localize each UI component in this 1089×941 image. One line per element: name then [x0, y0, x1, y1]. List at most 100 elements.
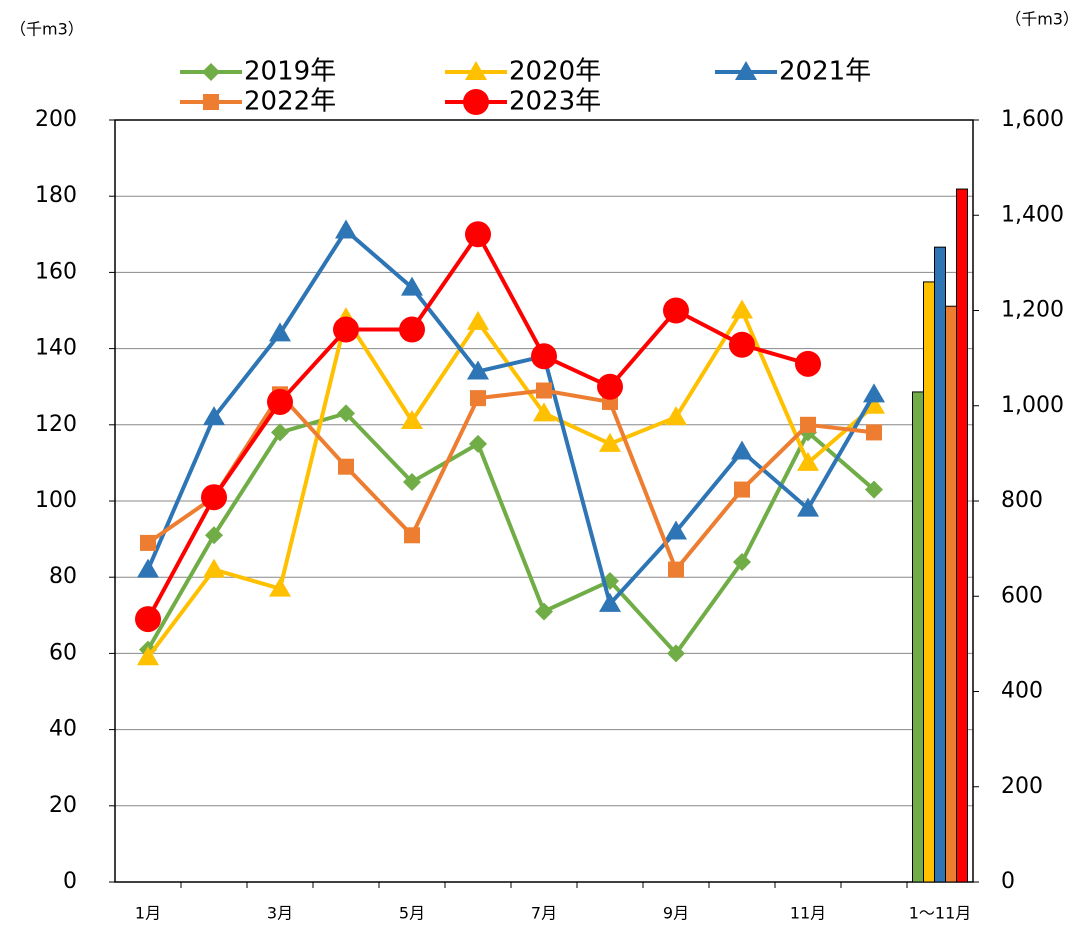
point	[665, 520, 687, 540]
y2-tick-label: 800	[1001, 488, 1043, 513]
total-bar	[934, 246, 946, 883]
y2-tick-label: 1,400	[1001, 202, 1064, 227]
point	[797, 497, 819, 517]
point	[401, 276, 423, 296]
point	[140, 534, 156, 551]
total-bar	[923, 281, 935, 883]
point	[467, 360, 489, 380]
point	[403, 472, 421, 491]
point	[137, 558, 159, 578]
point	[205, 526, 223, 545]
point	[203, 406, 225, 426]
total-bar	[912, 391, 924, 883]
point	[668, 561, 684, 578]
point	[401, 409, 423, 429]
point	[536, 382, 552, 399]
series-line	[146, 411, 876, 656]
point	[269, 577, 291, 597]
legend-label: 2022年	[244, 87, 336, 117]
point	[467, 310, 489, 330]
point	[267, 388, 293, 415]
total-bar	[956, 188, 968, 883]
point	[469, 434, 487, 453]
y-tick-label: 100	[35, 488, 77, 513]
point	[866, 424, 882, 441]
y2-tick-label: 1,200	[1001, 298, 1064, 323]
point	[795, 350, 821, 377]
y-tick-label: 60	[49, 640, 77, 665]
point	[465, 221, 491, 248]
legend-label: 2023年	[509, 87, 601, 117]
point	[599, 592, 621, 612]
y-tick-label: 0	[63, 869, 77, 894]
point	[337, 404, 355, 423]
point	[335, 219, 357, 239]
legend-marker	[202, 63, 220, 81]
x-tick-label: 5月	[399, 904, 425, 923]
point	[865, 480, 883, 499]
point	[399, 316, 425, 343]
y-tick-label: 140	[35, 336, 77, 361]
total-bar	[945, 305, 957, 883]
x-tick-label: 1〜11月	[909, 904, 972, 923]
x-tick-label: 3月	[267, 904, 293, 923]
point	[271, 423, 289, 442]
point	[269, 322, 291, 342]
y2-tick-label: 1,600	[1001, 107, 1064, 132]
series-line	[146, 232, 809, 621]
point	[333, 316, 359, 343]
y-tick-label: 20	[49, 793, 77, 818]
point	[599, 432, 621, 452]
legend-marker	[463, 89, 489, 115]
series-line	[146, 308, 876, 659]
point	[535, 602, 553, 621]
point	[863, 394, 885, 414]
y-tick-label: 120	[35, 412, 77, 437]
x-tick-label: 7月	[531, 904, 557, 923]
x-tick-label: 1月	[135, 904, 161, 923]
y-unit: （千m3）	[10, 20, 84, 39]
series-line	[146, 388, 875, 572]
point	[470, 390, 486, 407]
point	[665, 406, 687, 426]
point	[203, 558, 225, 578]
point	[135, 606, 161, 633]
point	[533, 402, 555, 422]
point	[800, 416, 816, 433]
y2-unit: （千m3）	[1005, 10, 1079, 29]
legend-marker	[203, 94, 219, 110]
point	[731, 440, 753, 460]
y-tick-label: 200	[35, 107, 77, 132]
y-tick-label: 40	[49, 717, 77, 742]
point	[531, 343, 557, 370]
point	[729, 331, 755, 358]
legend-marker	[465, 61, 487, 80]
y2-tick-label: 0	[1001, 869, 1015, 894]
series-line	[146, 228, 876, 606]
y-tick-label: 160	[35, 259, 77, 284]
x-tick-label: 9月	[663, 904, 689, 923]
legend-label: 2021年	[779, 57, 871, 87]
legend-label: 2019年	[244, 57, 336, 87]
y-tick-label: 180	[35, 183, 77, 208]
point	[863, 383, 885, 403]
x-tick-label: 11月	[790, 904, 826, 923]
point	[404, 527, 420, 544]
point	[797, 451, 819, 471]
point	[201, 484, 227, 511]
y2-tick-label: 1,000	[1001, 393, 1064, 418]
point	[338, 458, 354, 475]
point	[663, 297, 689, 324]
legend-marker	[735, 61, 757, 80]
point	[137, 646, 159, 666]
point	[597, 373, 623, 400]
legend-label: 2020年	[509, 57, 601, 87]
point	[731, 299, 753, 319]
point	[667, 644, 685, 663]
y-tick-label: 80	[49, 564, 77, 589]
y2-tick-label: 400	[1001, 679, 1043, 704]
y2-tick-label: 600	[1001, 583, 1043, 608]
y2-tick-label: 200	[1001, 774, 1043, 799]
